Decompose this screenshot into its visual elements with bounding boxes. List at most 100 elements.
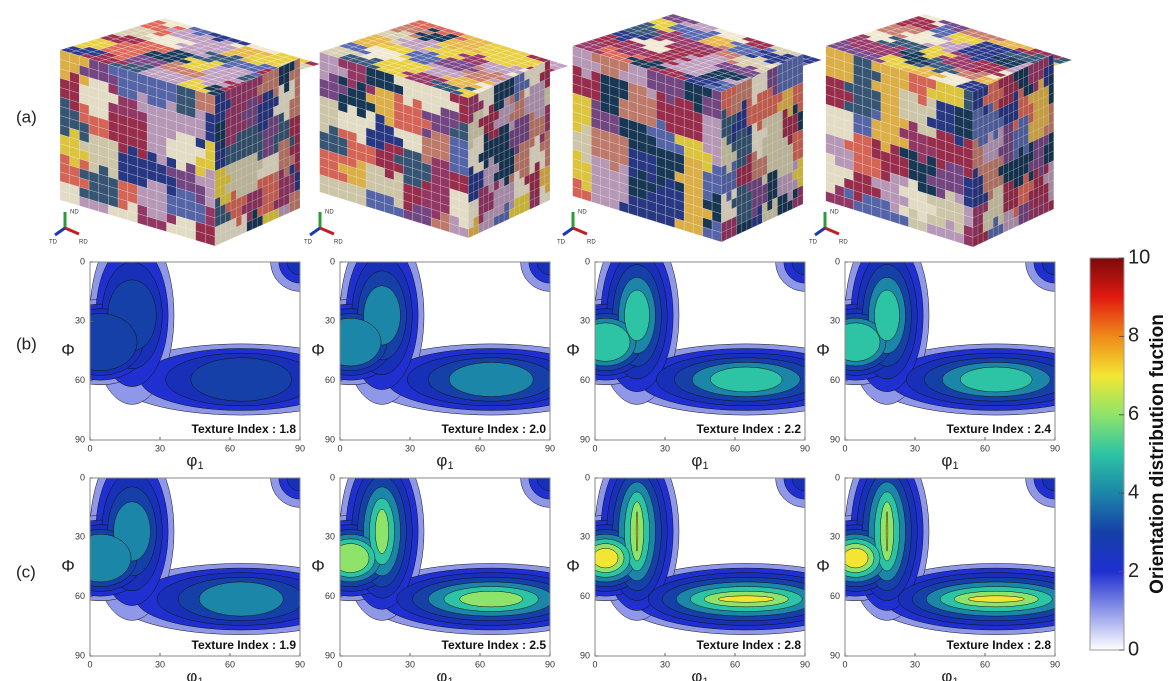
- contour: [968, 596, 1024, 602]
- y-axis-label: Φ: [566, 556, 580, 575]
- x-tick-label: 0: [87, 443, 92, 453]
- y-tick-label: 30: [830, 532, 840, 542]
- x-tick-label: 0: [87, 659, 92, 669]
- x-axis-subscript: 1: [197, 676, 203, 681]
- y-tick-label: 30: [75, 316, 85, 326]
- x-tick-label: 0: [337, 443, 342, 453]
- x-axis-subscript: 1: [197, 460, 203, 472]
- triad-label: TD: [557, 240, 566, 246]
- x-tick-label: 0: [592, 659, 597, 669]
- triad-label: ND: [70, 210, 79, 216]
- x-tick-label: 90: [800, 659, 810, 669]
- contour: [191, 358, 292, 401]
- y-tick-label: 30: [325, 316, 335, 326]
- colorbar-tick-label: 4: [1128, 481, 1139, 503]
- colorbar: [1090, 258, 1124, 650]
- x-axis-symbol: φ: [436, 451, 447, 470]
- x-axis-subscript: 1: [952, 460, 958, 472]
- y-tick-label: 60: [325, 375, 335, 385]
- y-tick-label: 60: [580, 591, 590, 601]
- colorbar-tick-label: 0: [1128, 638, 1139, 660]
- texture-index: Texture Index : 2.8: [947, 638, 1052, 652]
- y-tick-label: 90: [830, 434, 840, 444]
- row-label: (c): [16, 562, 36, 581]
- row-label: (a): [16, 107, 37, 126]
- contour: [624, 290, 649, 341]
- triad-label: ND: [578, 210, 587, 216]
- y-tick-label: 90: [325, 650, 335, 660]
- texture-index: Texture Index : 1.8: [192, 422, 297, 436]
- x-tick-label: 0: [842, 659, 847, 669]
- x-tick-label: 90: [1050, 443, 1060, 453]
- x-tick-label: 30: [910, 659, 920, 669]
- texture-index: Texture Index : 2.8: [697, 638, 802, 652]
- x-tick-label: 0: [842, 443, 847, 453]
- x-axis-subscript: 1: [702, 676, 708, 681]
- colorbar-tick-label: 8: [1128, 325, 1139, 347]
- contour: [375, 509, 388, 554]
- y-tick-label: 90: [75, 434, 85, 444]
- y-tick-label: 0: [80, 256, 85, 266]
- y-tick-label: 60: [580, 375, 590, 385]
- contour: [636, 512, 638, 552]
- x-tick-label: 90: [295, 659, 305, 669]
- row-label: (b): [16, 334, 37, 353]
- contour: [718, 596, 774, 602]
- y-tick-label: 90: [75, 650, 85, 660]
- x-tick-label: 30: [910, 443, 920, 453]
- x-tick-label: 30: [660, 659, 670, 669]
- texture-index: Texture Index : 2.0: [442, 422, 547, 436]
- colorbar-tick-label: 10: [1128, 246, 1150, 268]
- x-tick-label: 30: [155, 443, 165, 453]
- triad-label: RD: [839, 240, 848, 246]
- y-tick-label: 0: [330, 472, 335, 482]
- contour: [593, 548, 618, 568]
- y-tick-label: 30: [830, 316, 840, 326]
- x-axis-symbol: φ: [186, 451, 197, 470]
- y-tick-label: 60: [830, 375, 840, 385]
- y-tick-label: 90: [830, 650, 840, 660]
- y-tick-label: 0: [330, 256, 335, 266]
- y-tick-label: 0: [585, 256, 590, 266]
- colorbar-label: Orientation distribution fuction: [1147, 314, 1168, 594]
- y-tick-label: 90: [580, 434, 590, 444]
- x-tick-label: 90: [1050, 659, 1060, 669]
- x-axis-symbol: φ: [941, 451, 952, 470]
- x-tick-label: 60: [475, 659, 485, 669]
- y-tick-label: 60: [75, 591, 85, 601]
- x-tick-label: 60: [730, 659, 740, 669]
- colorbar-tick-label: 6: [1128, 403, 1139, 425]
- y-tick-label: 30: [325, 532, 335, 542]
- x-tick-label: 30: [405, 443, 415, 453]
- texture-index: Texture Index : 2.5: [442, 638, 547, 652]
- y-tick-label: 30: [580, 532, 590, 542]
- x-axis-subscript: 1: [952, 676, 958, 681]
- y-tick-label: 60: [75, 375, 85, 385]
- y-tick-label: 0: [80, 472, 85, 482]
- y-tick-label: 0: [835, 472, 840, 482]
- contour: [199, 582, 283, 616]
- x-tick-label: 30: [405, 659, 415, 669]
- contour: [886, 512, 888, 552]
- y-axis-label: Φ: [816, 340, 830, 359]
- y-axis-label: Φ: [566, 340, 580, 359]
- y-tick-label: 90: [325, 434, 335, 444]
- y-tick-label: 90: [580, 650, 590, 660]
- triad-label: RD: [587, 240, 596, 246]
- triad-label: RD: [334, 240, 343, 246]
- triad-label: RD: [79, 240, 88, 246]
- x-axis-symbol: φ: [691, 667, 702, 681]
- x-tick-label: 60: [225, 443, 235, 453]
- texture-index: Texture Index : 2.4: [947, 422, 1052, 436]
- triad-label: ND: [325, 210, 334, 216]
- triad-label: ND: [830, 210, 839, 216]
- colorbar-tick-label: 2: [1128, 560, 1139, 582]
- y-axis-label: Φ: [61, 340, 75, 359]
- x-axis-symbol: φ: [436, 667, 447, 681]
- x-tick-label: 90: [295, 443, 305, 453]
- x-tick-label: 90: [545, 443, 555, 453]
- x-axis-subscript: 1: [447, 460, 453, 472]
- x-tick-label: 60: [225, 659, 235, 669]
- y-axis-label: Φ: [311, 556, 325, 575]
- figure: (a)(b)(c)NDTDRDNDTDRDNDTDRDNDTDRD0030306…: [0, 0, 1172, 681]
